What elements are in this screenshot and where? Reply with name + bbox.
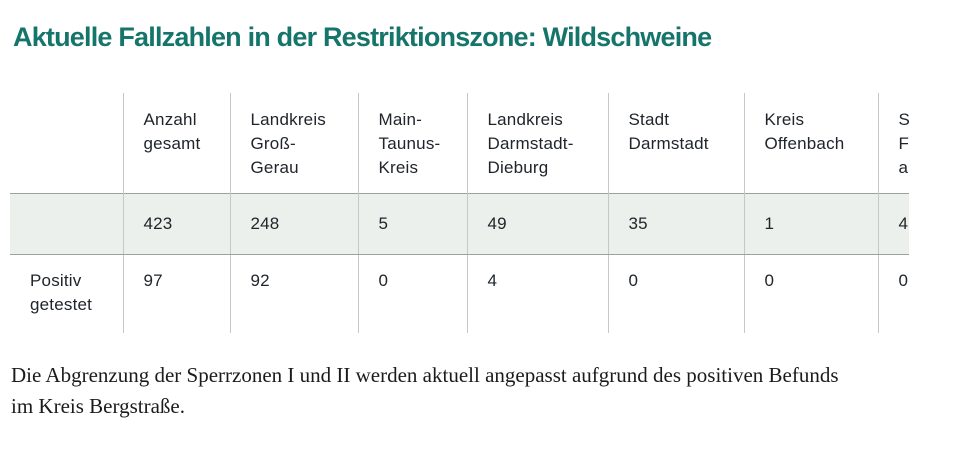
cell-gesamt-anzahl: 423 xyxy=(122,192,230,255)
cell-positiv-gross-gerau: 92 xyxy=(229,254,358,333)
column-header-landkreis-gross-gerau: Landkreis Groß- Gerau xyxy=(229,93,358,193)
column-header-main-taunus-kreis: Main- Taunus- Kreis xyxy=(357,93,467,193)
case-table-wrapper: Anzahl gesamt Landkreis Groß- Gerau Main… xyxy=(10,93,909,333)
column-header-clipped: S F a xyxy=(877,93,909,193)
cell-gesamt-clipped: 4 xyxy=(877,192,909,255)
cell-positiv-clipped: 0 xyxy=(877,254,909,333)
footer-note: Die Abgrenzung der Sperrzonen I und II w… xyxy=(11,360,962,422)
cell-gesamt-darmstadt-dieburg: 49 xyxy=(466,192,608,255)
cell-positiv-main-taunus: 0 xyxy=(357,254,467,333)
column-header-stadt-darmstadt: Stadt Darmstadt xyxy=(607,93,744,193)
case-table: Anzahl gesamt Landkreis Groß- Gerau Main… xyxy=(10,93,909,333)
row-label-empty xyxy=(10,192,123,255)
cell-positiv-kreis-offenbach: 0 xyxy=(743,254,878,333)
column-header-kreis-offenbach: Kreis Offenbach xyxy=(743,93,878,193)
cell-gesamt-gross-gerau: 248 xyxy=(229,192,358,255)
header-row: Anzahl gesamt Landkreis Groß- Gerau Main… xyxy=(10,93,909,193)
column-header-anzahl-gesamt: Anzahl gesamt xyxy=(122,93,230,193)
cell-positiv-stadt-darmstadt: 0 xyxy=(607,254,744,333)
cell-gesamt-stadt-darmstadt: 35 xyxy=(607,192,744,255)
table-row-gesamt: 423 248 5 49 35 1 4 xyxy=(10,192,909,255)
cell-positiv-anzahl: 97 xyxy=(122,254,230,333)
table-row-positiv-getestet: Positiv getestet 97 92 0 4 0 0 0 xyxy=(10,254,909,333)
row-label-positiv-getestet: Positiv getestet xyxy=(30,270,93,314)
cell-positiv-darmstadt-dieburg: 4 xyxy=(466,254,608,333)
column-header-landkreis-darmstadt-dieburg: Landkreis Darmstadt- Dieburg xyxy=(466,93,608,193)
cell-gesamt-kreis-offenbach: 1 xyxy=(743,192,878,255)
footer-note-line-2: im Kreis Bergstraße. xyxy=(11,394,185,418)
cell-gesamt-main-taunus: 5 xyxy=(357,192,467,255)
page-title: Aktuelle Fallzahlen in der Restriktionsz… xyxy=(13,22,712,52)
column-header-empty xyxy=(10,93,123,193)
footer-note-line-1: Die Abgrenzung der Sperrzonen I und II w… xyxy=(11,363,839,387)
